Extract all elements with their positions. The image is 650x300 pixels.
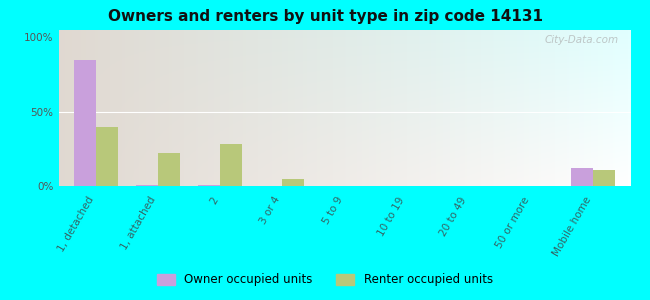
Bar [220,144,242,186]
Bar [74,60,96,186]
Bar [198,184,220,186]
Text: Owners and renters by unit type in zip code 14131: Owners and renters by unit type in zip c… [107,9,543,24]
Legend: Owner occupied units, Renter occupied units: Owner occupied units, Renter occupied un… [153,269,497,291]
Text: City-Data.com: City-Data.com [545,35,619,45]
Bar [571,168,593,186]
Text: 2: 2 [208,195,220,206]
Text: 1, detached: 1, detached [56,195,96,254]
Bar [158,153,180,186]
Text: 10 to 19: 10 to 19 [376,195,407,238]
Text: 50 or more: 50 or more [493,195,531,250]
Text: 20 to 49: 20 to 49 [439,195,469,238]
Bar [282,178,304,186]
Text: 5 to 9: 5 to 9 [320,195,344,226]
Bar [593,170,615,186]
Text: 3 or 4: 3 or 4 [259,195,282,226]
Text: 1, attached: 1, attached [120,195,158,252]
Bar [136,184,158,186]
Text: Mobile home: Mobile home [551,195,593,258]
Bar [96,127,118,186]
